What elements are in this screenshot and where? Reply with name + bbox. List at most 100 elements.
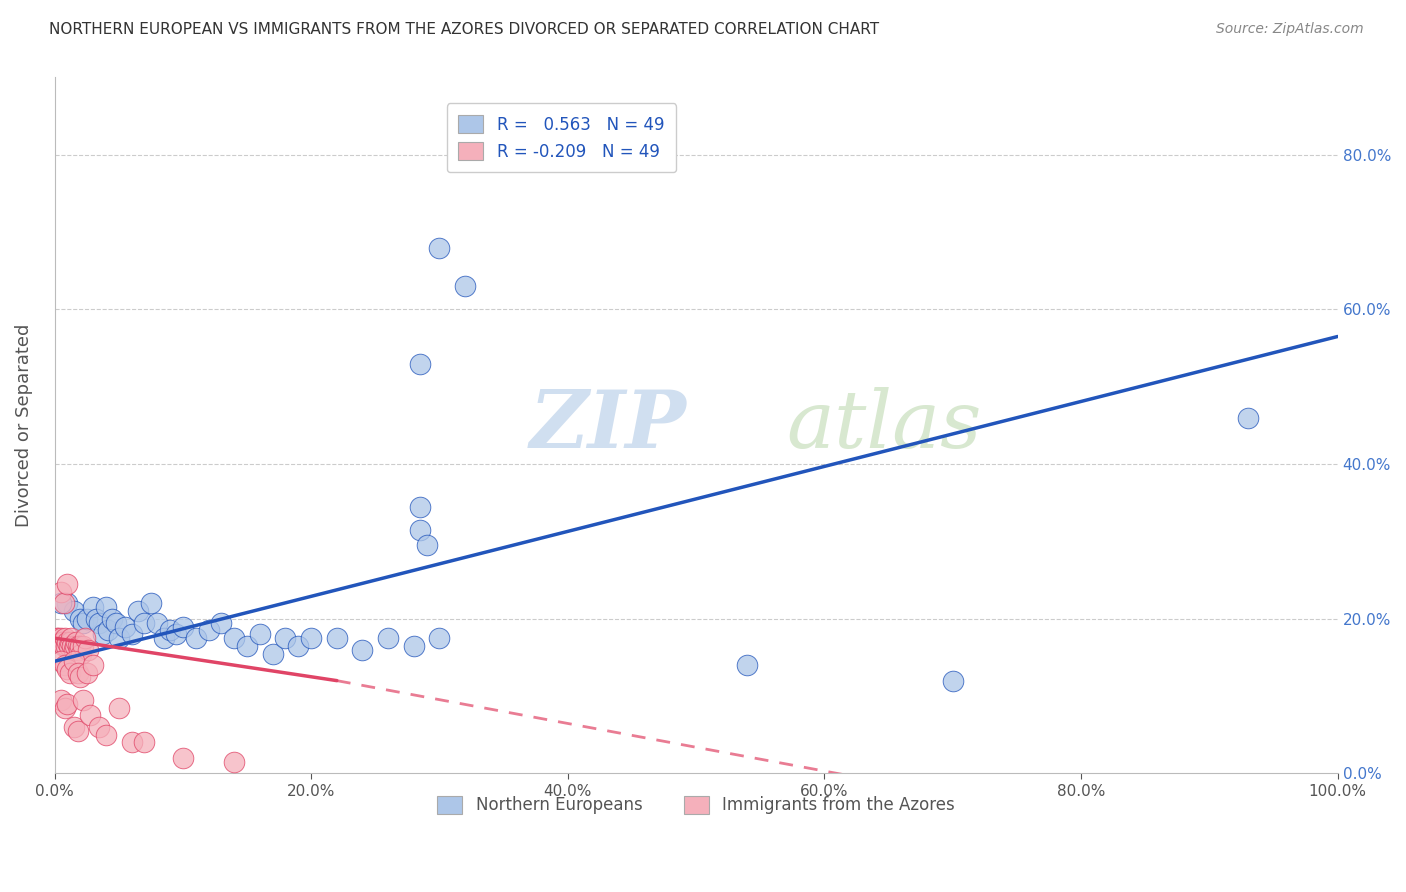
Point <box>121 735 143 749</box>
Point <box>75 631 97 645</box>
Point <box>52 639 75 653</box>
Point <box>94 600 117 615</box>
Point <box>56 596 79 610</box>
Point <box>53 700 76 714</box>
Point <box>76 665 98 680</box>
Point <box>53 658 76 673</box>
Point <box>69 639 91 653</box>
Point <box>454 279 477 293</box>
Point <box>121 627 143 641</box>
Point <box>84 612 107 626</box>
Point <box>82 600 104 615</box>
Text: Source: ZipAtlas.com: Source: ZipAtlas.com <box>1216 22 1364 37</box>
Point <box>197 624 219 638</box>
Point <box>409 523 432 537</box>
Point <box>97 624 120 638</box>
Text: atlas: atlas <box>786 387 981 464</box>
Point <box>262 647 284 661</box>
Point <box>415 538 437 552</box>
Point <box>72 615 94 630</box>
Point <box>134 615 156 630</box>
Point <box>107 631 129 645</box>
Point <box>55 639 77 653</box>
Point <box>274 631 297 645</box>
Point <box>67 642 90 657</box>
Point <box>159 624 181 638</box>
Text: ZIP: ZIP <box>529 387 686 464</box>
Point <box>59 665 82 680</box>
Point <box>76 612 98 626</box>
Point <box>184 631 207 645</box>
Point <box>66 639 89 653</box>
Point <box>377 631 399 645</box>
Point <box>62 604 84 618</box>
Point <box>402 639 425 653</box>
Point <box>49 631 72 645</box>
Point <box>56 697 79 711</box>
Point <box>62 639 84 653</box>
Point <box>49 596 72 610</box>
Point <box>249 627 271 641</box>
Point <box>105 615 128 630</box>
Point <box>737 658 759 673</box>
Point <box>69 612 91 626</box>
Point <box>91 627 114 641</box>
Point <box>352 642 374 657</box>
Point <box>236 639 259 653</box>
Point <box>52 596 75 610</box>
Point <box>63 639 86 653</box>
Point <box>409 500 432 514</box>
Point <box>48 635 70 649</box>
Point <box>107 700 129 714</box>
Point <box>56 635 79 649</box>
Point <box>224 755 246 769</box>
Legend: Northern Europeans, Immigrants from the Azores: Northern Europeans, Immigrants from the … <box>427 786 965 824</box>
Point <box>70 647 93 661</box>
Point <box>72 639 94 653</box>
Point <box>72 693 94 707</box>
Point <box>139 596 162 610</box>
Point <box>49 693 72 707</box>
Point <box>79 708 101 723</box>
Point <box>146 615 169 630</box>
Point <box>48 631 70 645</box>
Point <box>209 615 232 630</box>
Point <box>94 728 117 742</box>
Point <box>1236 410 1258 425</box>
Point <box>62 654 84 668</box>
Point <box>89 720 111 734</box>
Point <box>172 751 194 765</box>
Point <box>127 604 149 618</box>
Point <box>299 631 322 645</box>
Point <box>56 577 79 591</box>
Point <box>59 635 82 649</box>
Point <box>429 631 451 645</box>
Point <box>53 631 76 645</box>
Point <box>114 619 136 633</box>
Point <box>101 612 124 626</box>
Y-axis label: Divorced or Separated: Divorced or Separated <box>15 324 32 527</box>
Point <box>89 615 111 630</box>
Point <box>56 662 79 676</box>
Point <box>69 670 91 684</box>
Point <box>409 357 432 371</box>
Point <box>66 665 89 680</box>
Point <box>65 635 87 649</box>
Point <box>46 631 69 645</box>
Point <box>429 241 451 255</box>
Point <box>942 673 965 688</box>
Point <box>49 654 72 668</box>
Point <box>326 631 349 645</box>
Point <box>224 631 246 645</box>
Point <box>77 642 100 657</box>
Point <box>49 584 72 599</box>
Point <box>66 723 89 738</box>
Point <box>172 619 194 633</box>
Point <box>58 639 80 653</box>
Point <box>165 627 187 641</box>
Point <box>134 735 156 749</box>
Point <box>62 642 84 657</box>
Point <box>152 631 174 645</box>
Point <box>82 658 104 673</box>
Point <box>51 635 73 649</box>
